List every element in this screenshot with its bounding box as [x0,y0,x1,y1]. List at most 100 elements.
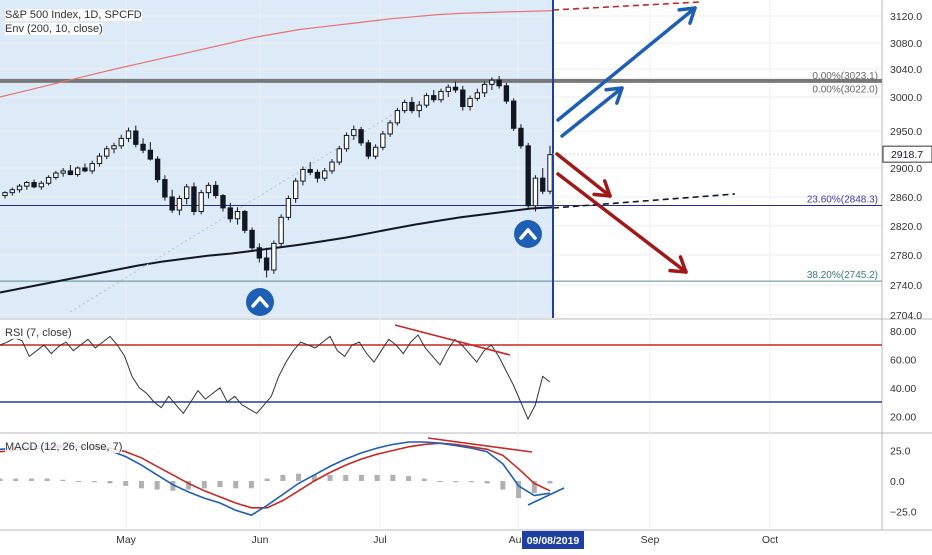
time-tick-label: Jul [373,534,386,546]
candle-body [118,137,124,147]
macd-tick-label: 25.0 [890,446,911,458]
candle-body [358,129,364,144]
macd-histogram-bar [406,476,412,481]
macd-histogram-bar [123,481,129,486]
macd-histogram-bar [28,478,34,481]
candle-body [314,171,321,179]
candle-body [503,85,510,102]
candle-body [198,192,204,212]
candle-body [351,129,357,136]
macd-histogram-bar [311,474,317,481]
macd-histogram-bar [13,478,19,481]
price-tick-label: 2780.0 [890,250,922,262]
fib-label-23-6: 23.60%(2848.3) [807,194,878,205]
macd-histogram-bar [468,481,474,483]
macd-tick-label: 0.0 [890,476,905,488]
candle-body [416,104,422,112]
candle-body [263,257,270,271]
candle-body [169,196,175,211]
candle-body [474,92,481,99]
candle-body [387,122,393,135]
macd-histogram-bar [0,478,3,481]
macd-histogram-bar [138,481,144,489]
macd-histogram-bar [374,474,380,481]
macd-histogram-bar [390,474,396,481]
candle-body [183,186,190,199]
macd-histogram-bar [76,481,82,482]
candle-body [67,170,74,176]
candle-body [401,101,408,112]
macd-histogram-bar [186,481,192,490]
macd-histogram-bar [248,481,254,489]
buy-signal-marker-june[interactable] [246,288,274,316]
rsi-line [0,334,551,421]
candle-body [227,207,233,220]
candle-body [96,155,103,165]
candle-body [532,177,539,207]
envelope-indicator-label: Env (200, 10, close) [5,23,103,35]
candle-body [329,161,335,172]
macd-histogram-bar [547,481,553,484]
macd-histogram-bar [170,481,176,491]
macd-histogram-bar [44,478,50,481]
time-tick-label: Sep [641,534,660,546]
price-tick-label: 2900.0 [890,163,922,175]
envelope-upper-line [0,10,554,98]
price-tick-label: 2950.0 [890,126,922,138]
macd-histogram-bar [343,474,349,481]
candle-body [234,211,241,220]
candle-body [205,184,212,194]
candle-body [343,134,350,150]
macd-histogram-bar [280,474,286,481]
candle-body [460,89,466,108]
candle-body [322,170,328,179]
time-tick-label: Jun [252,534,269,546]
macd-histogram-bar [217,481,223,488]
macd-histogram-bar [201,481,207,489]
price-tick-label: 3080.0 [890,38,922,50]
macd-histogram-bar [500,481,506,490]
chevron-up-icon [519,228,537,240]
macd-histogram-bar [107,481,113,484]
price-tick-label: 3040.0 [890,64,922,76]
candle-body [191,186,197,213]
candle-body [518,127,524,147]
bullish-arrow-upper-head [677,6,697,25]
macd-tick-label: −25.0 [890,507,917,519]
candle-body [242,211,248,231]
macd-histogram-bar [437,481,443,482]
candle-body [278,216,284,244]
candle-body [365,142,372,157]
fib-label-0-b: 0.00%(3022.0) [812,85,878,96]
candle-body [2,192,8,197]
price-tick-label: 2820.0 [890,221,922,233]
macd-histogram-bar [154,481,160,490]
crosshair-date-badge [522,531,584,549]
rsi-tick-label: 60.00 [890,354,916,366]
price-tick-label: 2740.0 [890,280,922,292]
candle-body [24,182,30,187]
macd-label: MACD (12, 26, close, 7) [5,441,123,453]
macd-divergence-line [427,437,533,453]
candle-body [547,154,553,192]
candle-body [9,189,15,194]
candle-body [489,79,495,85]
rsi-tick-label: 20.00 [890,411,916,423]
macd-histogram-bar [453,481,459,483]
candle-body [300,168,306,182]
candle-body [380,133,386,148]
envelope-projection-dashed [552,1,701,11]
macd-bullish-trendline [527,487,565,506]
macd-histogram-bar [358,474,364,481]
candle-body [256,247,263,259]
time-tick-label: May [116,534,137,546]
price-tick-label: 2704.0 [890,310,922,322]
buy-signal-marker-august[interactable] [514,220,542,248]
bearish-arrow-long-head [668,255,688,274]
candle-body [154,158,161,181]
fib-label-0-a: 0.00%(3023.1) [812,71,878,82]
bearish-arrow-short-shaft [555,152,612,198]
macd-histogram-bar [296,473,302,481]
